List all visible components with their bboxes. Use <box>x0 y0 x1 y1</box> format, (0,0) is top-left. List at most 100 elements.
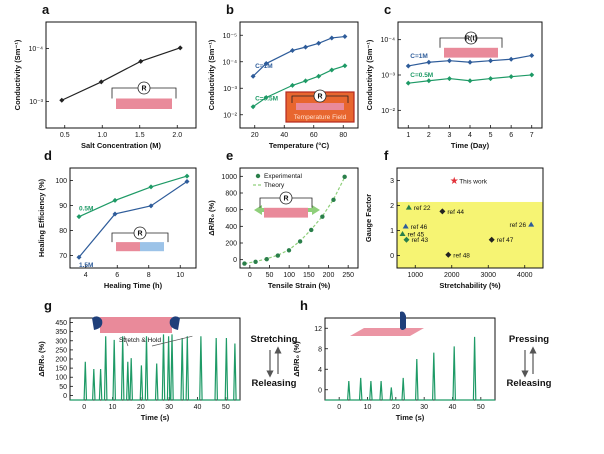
legend-marker <box>255 173 261 179</box>
data-point <box>250 104 256 110</box>
left-hand-icon <box>92 316 103 330</box>
y-tick-label: 10⁻³ <box>381 73 395 80</box>
x-tick-label: 10 <box>109 404 117 411</box>
data-point <box>488 76 494 82</box>
x-tick-label: 200 <box>323 272 335 279</box>
data-point <box>59 97 65 103</box>
stretch-arrow-left <box>254 205 268 215</box>
y-tick-label: 350 <box>55 329 67 336</box>
data-point <box>148 184 154 190</box>
data-point <box>184 179 190 185</box>
resistor-symbol <box>313 89 327 103</box>
x-tick-label: 7 <box>530 132 534 139</box>
x-tick-label: 10 <box>364 404 372 411</box>
x-tick-label: 80 <box>339 132 347 139</box>
y-tick-label: 450 <box>55 320 67 327</box>
y-tick-label: 200 <box>55 357 67 364</box>
triangle-marker <box>402 223 409 229</box>
series-line <box>78 181 188 258</box>
sample-segment <box>140 242 164 252</box>
plot-frame <box>239 167 359 269</box>
data-point <box>467 78 473 84</box>
y-tick-label: 10⁻³ <box>223 86 237 93</box>
y-axis-label: Conductivity (Sm⁻¹) <box>207 39 216 110</box>
y-axis-label: Healing Efficiency (%) <box>37 178 46 257</box>
y-axis-label: Conductivity (Sm⁻¹) <box>13 39 22 110</box>
series-label: C=1M <box>255 63 273 70</box>
panel-label: f <box>384 148 389 163</box>
data-point <box>329 67 335 73</box>
signal-trace <box>325 336 495 401</box>
x-tick-label: 3 <box>447 132 451 139</box>
point-label: ref 47 <box>497 237 514 244</box>
panel-label: c <box>384 2 391 17</box>
data-point <box>253 259 258 265</box>
y-tick-label: 800 <box>225 191 237 198</box>
y-tick-label: 400 <box>225 224 237 231</box>
point-label: ref 45 <box>408 232 425 239</box>
data-point <box>316 73 322 79</box>
side-label-top: Pressing <box>509 334 549 345</box>
data-point <box>263 95 269 101</box>
x-tick-label: 10 <box>176 272 184 279</box>
plot-frame <box>45 21 197 129</box>
x-axis-label: Healing Time (h) <box>104 281 163 290</box>
y-tick-label: 300 <box>55 338 67 345</box>
data-point <box>405 63 411 69</box>
sample-block <box>264 207 308 218</box>
data-point <box>320 214 325 219</box>
x-tick-label: 250 <box>342 272 354 279</box>
panel-label: e <box>226 148 233 163</box>
panel-b: b 20 40 60 80 10⁻² 10⁻³ 10⁻⁴ 10⁻⁵ Temperature (°C… <box>207 2 359 150</box>
data-point <box>342 63 348 69</box>
stretch-arrow-right <box>306 205 320 215</box>
resistor-label: R <box>283 196 288 203</box>
triangle-marker <box>399 231 406 237</box>
data-point <box>98 79 104 85</box>
data-point <box>508 74 514 80</box>
x-tick-label: 60 <box>310 132 318 139</box>
signal-trace <box>70 334 240 401</box>
y-tick-label: 1000 <box>221 174 237 181</box>
x-tick-label: 2000 <box>444 272 460 279</box>
x-tick-label: 0 <box>337 404 341 411</box>
triangle-marker <box>405 204 412 210</box>
point-label: ref 26 <box>510 222 527 229</box>
panel-f: f 1000 2000 3000 4000 0 1 2 3 Stretchability (%) G… <box>364 148 544 290</box>
data-point <box>446 76 452 82</box>
x-tick-label: 2.0 <box>172 132 182 139</box>
x-tick-label: 30 <box>420 404 428 411</box>
point-label: ref 44 <box>447 209 464 216</box>
x-axis-label: Time (s) <box>396 413 425 422</box>
x-tick-label: 1 <box>406 132 410 139</box>
finger-icon <box>400 311 406 330</box>
right-hand-icon <box>169 316 180 330</box>
data-point <box>426 78 432 84</box>
x-tick-label: 4000 <box>517 272 533 279</box>
resistor-symbol <box>137 81 151 95</box>
y-tick-label: 0 <box>318 387 322 394</box>
y-tick-label: 10⁻⁴ <box>29 46 44 53</box>
series-label: C=1M <box>410 53 428 60</box>
y-tick-label: 200 <box>225 241 237 248</box>
x-axis-label: Time (Day) <box>451 141 490 150</box>
data-point <box>289 82 295 88</box>
data-point <box>264 256 269 262</box>
diamond-marker <box>439 208 446 215</box>
panel-d: d 4 6 8 10 70 80 90 100 Healing Time (h) Healing E… <box>37 148 197 290</box>
panel-label: b <box>226 2 234 17</box>
x-tick-label: 1000 <box>407 272 423 279</box>
y-tick-label: 3 <box>390 178 394 185</box>
data-point <box>112 197 118 203</box>
x-tick-label: 40 <box>449 404 457 411</box>
y-axis-label: Gauge Factor <box>364 194 373 242</box>
y-tick-label: 100 <box>55 375 67 382</box>
y-tick-label: 10⁻³ <box>29 99 43 106</box>
y-tick-label: 600 <box>225 207 237 214</box>
x-tick-label: 4 <box>468 132 472 139</box>
x-tick-label: 50 <box>477 404 485 411</box>
series-line <box>61 47 181 101</box>
data-point <box>508 56 514 62</box>
y-tick-label: 2 <box>390 203 394 210</box>
